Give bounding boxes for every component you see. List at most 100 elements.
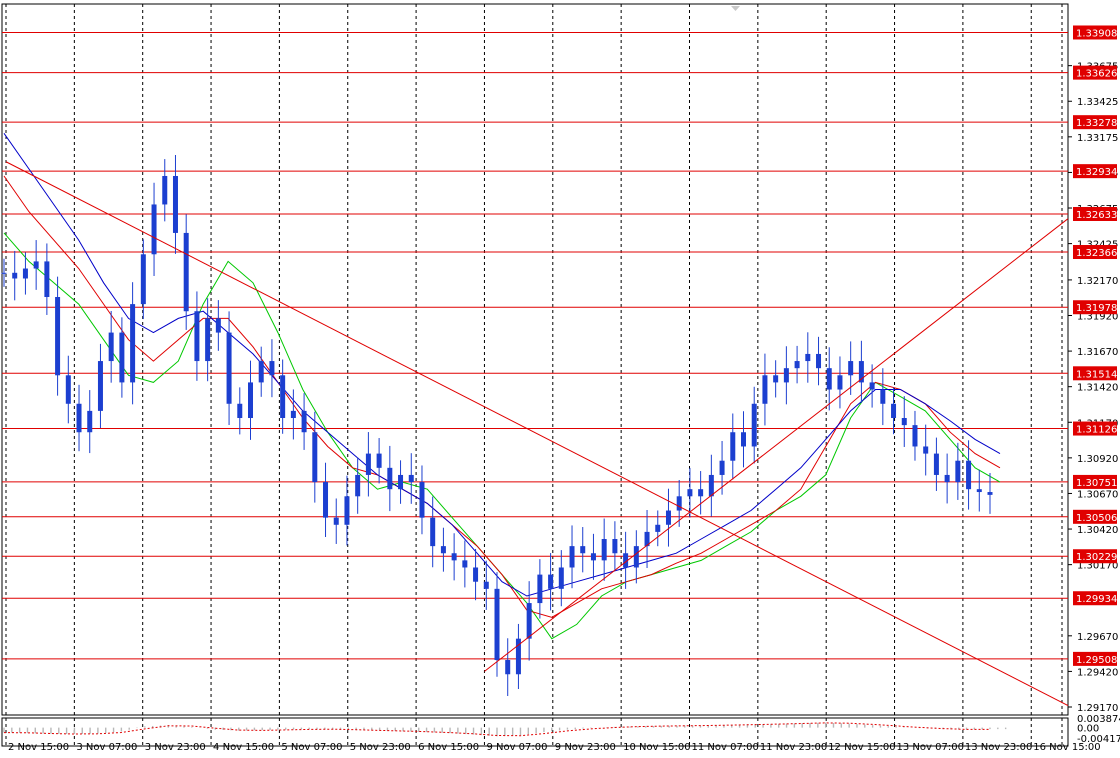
candle — [783, 346, 789, 405]
level-price-label: 1.29508 — [1076, 655, 1117, 666]
level-price-tag — [1073, 366, 1117, 381]
candle — [730, 413, 736, 480]
candle — [590, 533, 596, 580]
level-price-tag — [1073, 164, 1117, 179]
candle — [816, 336, 822, 386]
oscillator-signal-line — [3, 722, 990, 737]
candle — [344, 475, 350, 546]
price-tick-label: 1.31920 — [1077, 312, 1118, 323]
level-price-tag — [1073, 300, 1117, 315]
price-tick-label: 1.33175 — [1077, 133, 1118, 144]
level-price-tag — [1073, 591, 1117, 606]
candle — [97, 343, 103, 429]
candle — [933, 437, 939, 491]
level-price-tag — [1073, 245, 1117, 260]
candle — [301, 393, 307, 450]
time-tick-label: 12 Nov 15:00 — [828, 742, 895, 753]
level-price-label: 1.31126 — [1076, 425, 1117, 436]
candle — [194, 291, 200, 381]
candle — [430, 496, 436, 568]
time-tick-label: 11 Nov 23:00 — [760, 742, 827, 753]
price-tick-label: 1.31420 — [1077, 383, 1118, 394]
candle — [419, 465, 425, 535]
candle — [226, 311, 232, 425]
candle — [912, 410, 918, 461]
time-tick-label: 16 Nov 15:00 — [1033, 742, 1100, 753]
candle — [687, 467, 693, 518]
candle — [762, 353, 768, 426]
level-price-label: 1.33908 — [1076, 28, 1117, 39]
chart-shift-marker[interactable] — [731, 6, 740, 11]
candle — [355, 457, 361, 514]
oscillator-tick-label: -0.004175 — [1077, 734, 1120, 745]
candle — [387, 445, 393, 512]
candle — [837, 356, 843, 409]
oscillator-panel-frame — [1, 717, 1069, 747]
candle — [633, 530, 639, 584]
candle — [237, 387, 243, 435]
candle — [183, 214, 189, 330]
candle — [119, 317, 125, 398]
candle — [826, 347, 832, 411]
candle — [65, 355, 71, 424]
level-price-label: 1.32934 — [1076, 167, 1117, 178]
level-price-label: 1.33626 — [1076, 69, 1117, 80]
price-tick-label: 1.30670 — [1077, 489, 1118, 500]
candle — [537, 559, 543, 619]
level-price-tag — [1073, 115, 1117, 130]
candle — [751, 386, 757, 464]
trendline[interactable] — [5, 161, 1069, 707]
candle — [987, 473, 993, 514]
candle — [976, 469, 982, 512]
candle — [794, 345, 800, 384]
candle — [558, 550, 564, 607]
candle — [773, 360, 779, 398]
candle — [108, 310, 114, 383]
candle — [869, 364, 875, 408]
level-price-label: 1.30506 — [1076, 513, 1117, 524]
time-tick-label: 9 Nov 07:00 — [486, 742, 547, 753]
candle — [130, 282, 136, 405]
candle — [140, 239, 146, 320]
candle — [323, 462, 329, 537]
candle — [848, 341, 854, 395]
candle — [665, 488, 671, 547]
level-price-label: 1.30229 — [1076, 552, 1117, 563]
oscillator-tick-label: 0.00 — [1077, 724, 1099, 735]
candle — [333, 498, 339, 544]
time-tick-label: 2 Nov 15:00 — [8, 742, 69, 753]
level-price-tag — [1073, 25, 1117, 40]
candle — [858, 340, 864, 403]
candle — [215, 300, 221, 351]
candle — [719, 440, 725, 495]
candle — [891, 387, 897, 435]
moving-average-line — [3, 175, 1001, 618]
candle — [248, 360, 253, 440]
time-tick-label: 9 Nov 23:00 — [555, 742, 616, 753]
candle — [258, 346, 264, 397]
candle — [741, 411, 746, 468]
trendlines — [5, 161, 1069, 707]
candle — [440, 527, 446, 572]
time-tick-label: 13 Nov 07:00 — [897, 742, 964, 753]
time-tick-label: 4 Nov 15:00 — [213, 742, 274, 753]
candle — [44, 243, 50, 315]
candle — [655, 510, 661, 547]
oscillator-tick-label: 0.003874 — [1077, 714, 1120, 725]
candle — [612, 521, 618, 572]
candle — [580, 527, 586, 573]
candle — [290, 389, 296, 440]
trendline[interactable] — [484, 218, 1069, 672]
price-tick-label: 1.30170 — [1077, 561, 1118, 572]
price-tick-label: 1.29170 — [1077, 703, 1118, 714]
price-candles — [1, 155, 993, 697]
level-price-label: 1.33278 — [1076, 118, 1117, 129]
level-price-label: 1.31514 — [1076, 369, 1117, 380]
candle — [955, 442, 961, 500]
candle — [151, 182, 157, 276]
candle — [880, 368, 886, 426]
candle — [398, 460, 404, 504]
